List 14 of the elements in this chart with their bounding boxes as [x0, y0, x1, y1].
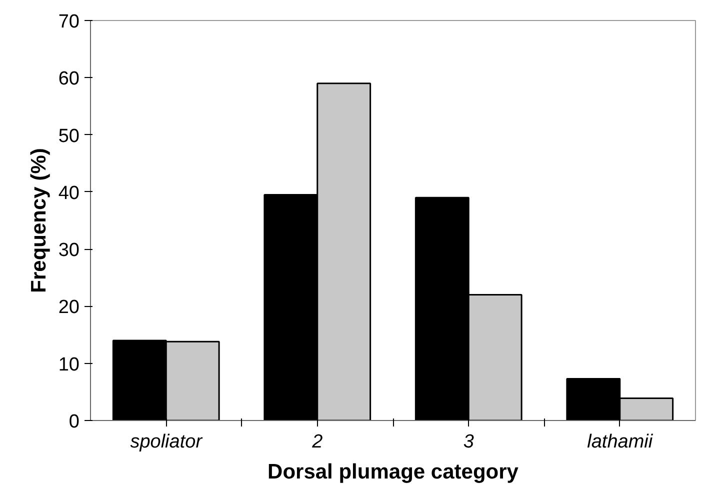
x-tick-label: lathamii [587, 432, 654, 452]
x-tick-label: spoliator [130, 432, 203, 452]
y-tick-label: 20 [58, 297, 80, 318]
y-tick-label: 30 [58, 240, 80, 262]
y-tick-label: 60 [58, 68, 80, 90]
y-tick-label: 0 [68, 412, 80, 432]
x-tick-label: 3 [463, 432, 474, 452]
y-tick-label: 40 [58, 182, 80, 204]
y-tick-label: 50 [58, 126, 80, 147]
x-tick-label: 2 [311, 432, 324, 452]
y-axis-title: Frequency (%) [27, 148, 50, 293]
y-tick-label: 70 [58, 12, 80, 32]
y-tick-label: 10 [58, 354, 80, 376]
x-axis-title: Dorsal plumage category [268, 460, 519, 484]
